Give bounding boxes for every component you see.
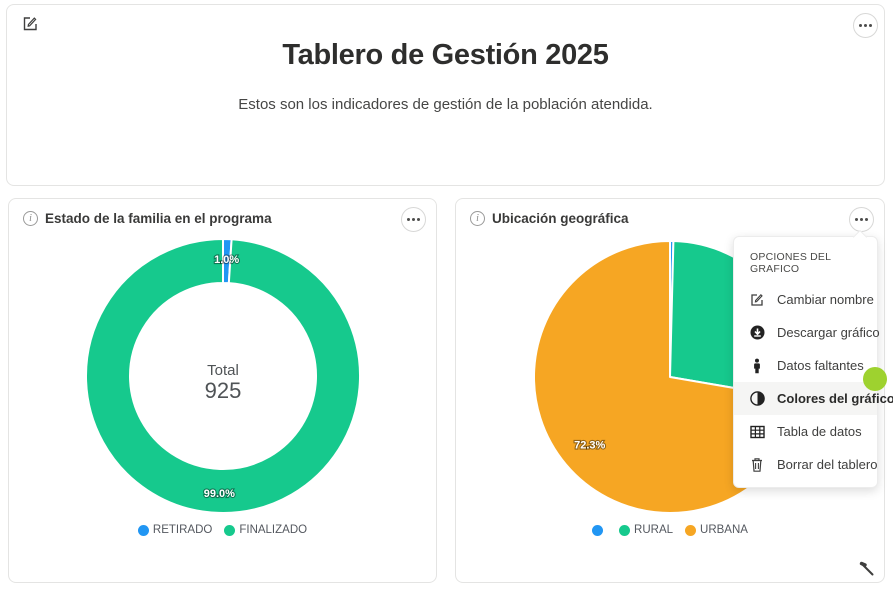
rename-icon	[749, 292, 765, 308]
table-icon	[749, 424, 765, 440]
legend-dot	[685, 524, 697, 536]
menu-item-datos-faltantes[interactable]: Datos faltantes	[734, 349, 877, 382]
ellipsis-icon	[407, 218, 410, 221]
legend-item-finalizado[interactable]: FINALIZADO	[224, 524, 307, 536]
slice-label: 99.0%	[204, 488, 235, 500]
legend-item-rural[interactable]: RURAL	[619, 524, 673, 536]
donut-total-value: 925	[205, 378, 242, 403]
trash-icon	[749, 457, 765, 473]
chart-title: Ubicación geográfica	[492, 211, 629, 226]
menu-item-borrar-del-tablero[interactable]: Borrar del tablero	[734, 448, 877, 481]
menu-item-descargar-grafico[interactable]: Descargar gráfico	[734, 316, 880, 349]
menu-title: OPCIONES DEL GRAFICO	[750, 251, 831, 275]
donut-legend: RETIRADO FINALIZADO	[9, 524, 436, 536]
info-icon[interactable]: i	[470, 211, 485, 226]
page-subtitle: Estos son los indicadores de gestión de …	[238, 96, 653, 113]
ellipsis-icon	[855, 218, 858, 221]
legend-item-urbana[interactable]: URBANA	[685, 524, 748, 536]
page-title: Tablero de Gestión 2025	[282, 39, 609, 71]
slice-label: 1.0%	[214, 254, 239, 266]
legend-dot	[137, 524, 149, 536]
menu-item-colores-del-grafico[interactable]: Colores del gráfico	[734, 382, 893, 415]
pie-slice-FINALIZADO[interactable]	[85, 238, 361, 514]
person-icon	[749, 358, 765, 374]
dashboard-header-card: Tablero de Gestión 2025 Estos son los in…	[6, 4, 885, 186]
edit-dashboard-icon[interactable]	[21, 15, 39, 33]
download-icon	[749, 325, 765, 341]
legend-dot	[224, 524, 236, 536]
donut-total-label: Total	[207, 362, 239, 379]
legend-item-blank[interactable]	[592, 524, 607, 536]
menu-item-tabla-de-datos[interactable]: Tabla de datos	[734, 415, 877, 448]
menu-item-cambiar-nombre[interactable]: Cambiar nombre	[734, 283, 877, 316]
slice-label: 72.3%	[574, 440, 605, 452]
chart-options-button[interactable]	[401, 207, 426, 232]
info-icon[interactable]: i	[23, 211, 38, 226]
dashboard-options-button[interactable]	[853, 13, 878, 38]
pie-legend: RURAL URBANA	[456, 524, 884, 536]
legend-dot	[619, 524, 631, 536]
chart-options-menu: OPCIONES DEL GRAFICO Cambiar nombre Desc…	[733, 229, 893, 488]
resize-handle-icon[interactable]	[856, 558, 878, 580]
legend-item-retirado[interactable]: RETIRADO	[137, 524, 212, 536]
legend-dot	[592, 524, 604, 536]
chart-title: Estado de la familia en el programa	[45, 211, 272, 226]
ellipsis-icon	[859, 24, 862, 27]
contrast-icon	[749, 391, 765, 407]
chart-options-button[interactable]	[849, 207, 874, 232]
chart-card-estado-familia: i Estado de la familia en el programa 1.…	[8, 198, 437, 583]
